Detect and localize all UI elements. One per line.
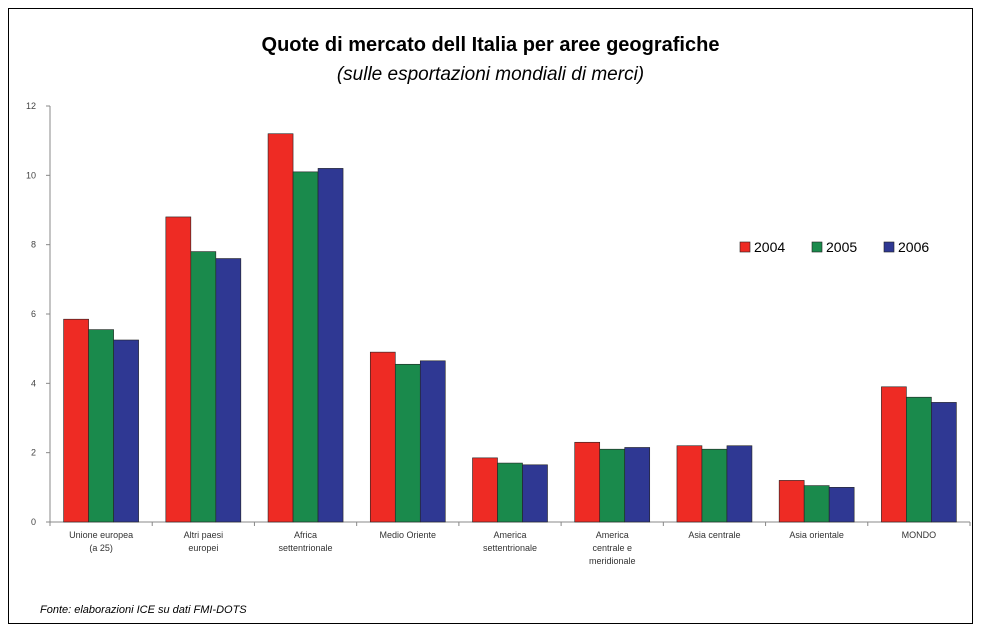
bar-2004 — [369, 351, 396, 523]
source-note: Fonte: elaborazioni ICE su dati FMI-DOTS — [40, 604, 247, 616]
bar-2004 — [574, 441, 601, 523]
bar-2005 — [190, 251, 217, 523]
category-label: Asia orientale — [789, 530, 844, 540]
bar-2004 — [472, 457, 498, 523]
category-label: (a 25) — [89, 543, 113, 553]
y-tick-label: 8 — [31, 240, 36, 250]
bar-2004 — [778, 480, 805, 523]
legend-label-2005: 2005 — [826, 239, 857, 255]
bar-2004 — [165, 216, 192, 523]
category-label: America — [596, 530, 629, 540]
bar-2006 — [113, 339, 139, 523]
category-label: Altri paesi — [184, 530, 224, 540]
y-tick-label: 2 — [31, 448, 36, 458]
bar-2006 — [419, 360, 446, 523]
category-label: centrale e — [592, 543, 632, 553]
legend-label-2004: 2004 — [754, 239, 785, 255]
bar-2005 — [906, 396, 932, 523]
bar-2006 — [726, 445, 753, 523]
chart-title: Quote di mercato dell Italia per aree ge… — [261, 34, 720, 56]
bar-2005 — [803, 485, 830, 523]
category-label: Unione europea — [69, 530, 133, 540]
category-label: settentrionale — [483, 543, 537, 553]
bar-2005 — [394, 363, 421, 523]
y-tick-label: 0 — [31, 517, 36, 527]
legend-swatch-2006 — [883, 241, 895, 253]
chart-subtitle: (sulle esportazioni mondiali di merci) — [336, 64, 645, 85]
bar-2004 — [676, 445, 703, 523]
bar-2006 — [828, 487, 855, 523]
category-label: America — [493, 530, 526, 540]
bar-2006 — [317, 168, 344, 523]
bar-2004 — [881, 386, 907, 523]
bar-2006 — [522, 464, 548, 523]
category-label: settentrionale — [279, 543, 333, 553]
y-tick-label: 12 — [26, 101, 36, 111]
y-tick-label: 6 — [31, 309, 36, 319]
bar-2005 — [292, 171, 319, 523]
bar-2005 — [701, 448, 728, 523]
category-label: MONDO — [902, 530, 937, 540]
bar-2005 — [599, 448, 626, 523]
bar-2006 — [624, 447, 651, 523]
bar-2005 — [497, 462, 523, 523]
category-label: Africa — [294, 530, 317, 540]
category-label: Medio Oriente — [380, 530, 437, 540]
chart-frame — [8, 8, 973, 624]
y-tick-label: 10 — [26, 170, 36, 180]
legend-swatch-2005 — [811, 241, 823, 253]
y-tick-label: 4 — [31, 378, 36, 388]
bar-2005 — [88, 329, 114, 523]
bar-2004 — [267, 133, 294, 523]
legend-label-2006: 2006 — [898, 239, 929, 255]
category-label: Asia centrale — [688, 530, 740, 540]
bar-2006 — [931, 402, 957, 523]
category-label: europei — [188, 543, 218, 553]
bar-2004 — [63, 318, 89, 523]
legend-swatch-2004 — [739, 241, 751, 253]
category-label: meridionale — [589, 556, 636, 566]
bar-2006 — [215, 258, 242, 523]
